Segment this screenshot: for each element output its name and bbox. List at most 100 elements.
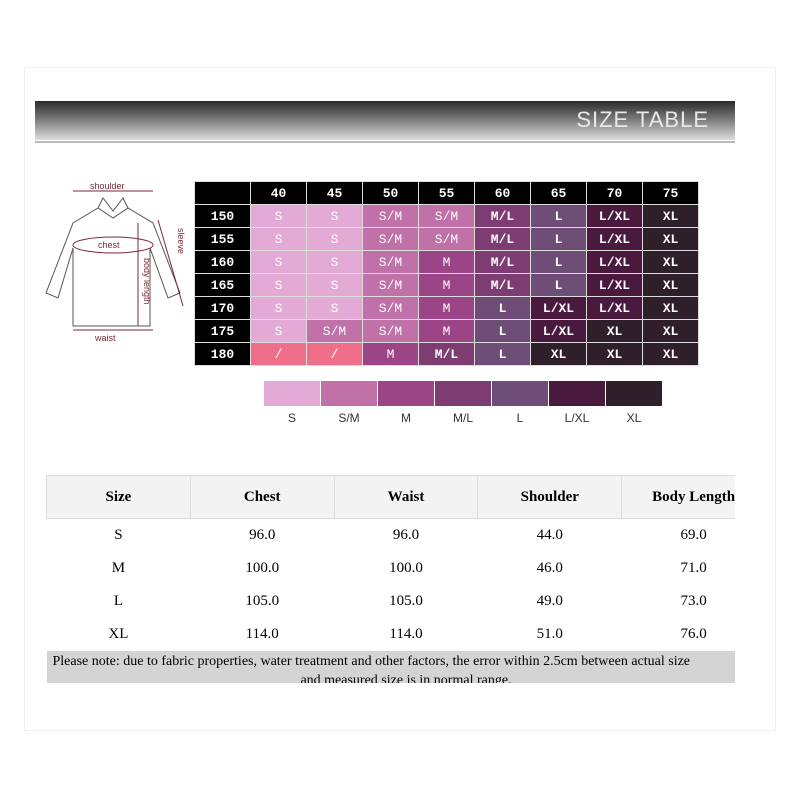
table-cell: 76.0	[680, 626, 707, 642]
note-line: and measured size is in normal range.	[300, 673, 512, 683]
size-cell: S	[250, 273, 307, 297]
note-row: Please note: due to fabric properties, w…	[46, 651, 735, 683]
table-cell: 44.0	[536, 527, 563, 543]
weight-header: 50	[362, 181, 419, 205]
height-label: 180	[194, 342, 251, 366]
size-grid: 40 45 50 55 60 65 70 75 150 S S S/M S/M M/L L L/XL XL 155…	[194, 181, 699, 366]
size-cell: L/XL	[586, 227, 643, 251]
corner-cell	[194, 181, 251, 205]
size-cell: XL	[586, 342, 643, 366]
weight-header: 45	[306, 181, 363, 205]
size-cell: S/M	[362, 296, 419, 320]
size-cell: XL	[530, 342, 587, 366]
table-cell: L	[113, 593, 123, 609]
table-cell: 100.0	[245, 560, 280, 576]
weight-header: 40	[250, 181, 307, 205]
size-cell: M	[418, 273, 475, 297]
table-cell: 100.0	[389, 560, 423, 576]
size-cell: L	[530, 227, 587, 251]
table-row: XL 114.0 114.0 51.0 76.0	[47, 618, 736, 651]
height-label: 150	[194, 204, 251, 228]
table-cell: 71.0	[680, 560, 707, 576]
height-label: 160	[194, 250, 251, 274]
size-cell: L/XL	[586, 273, 643, 297]
label-shoulder: shoulder	[90, 181, 125, 191]
size-cell: S/M	[362, 319, 419, 343]
size-cell: S/M	[362, 273, 419, 297]
legend-label: XL	[626, 411, 642, 425]
table-row: M 100.0 100.0 46.0 71.0	[47, 552, 736, 585]
size-cell: L	[474, 296, 531, 320]
label-chest: chest	[98, 240, 120, 250]
column-header: Body Length	[621, 475, 735, 519]
height-label: 155	[194, 227, 251, 251]
column-header: Chest	[189, 475, 335, 519]
legend-label: L	[516, 411, 524, 425]
table-cell: 46.0	[536, 560, 563, 576]
table-cell: 105.0	[389, 593, 423, 609]
size-cell: S/M	[362, 227, 419, 251]
table-row: L 105.0 105.0 49.0 73.0	[47, 585, 736, 618]
size-cell: M/L	[418, 342, 475, 366]
size-cell: S	[250, 319, 307, 343]
grid-row: 175 S S/M S/M M L L/XL XL XL	[194, 319, 699, 343]
size-cell: L/XL	[586, 296, 643, 320]
weight-header: 70	[586, 181, 643, 205]
legend-swatch	[549, 381, 605, 406]
weight-header: 55	[418, 181, 475, 205]
table-row: S 96.0 96.0 44.0 69.0	[47, 519, 736, 553]
table-cell: 114.0	[245, 626, 279, 642]
table-cell: 69.0	[680, 527, 707, 543]
column-header: Waist	[333, 475, 479, 519]
size-cell: XL	[642, 342, 699, 366]
legend-swatch	[492, 381, 548, 406]
weight-header: 60	[474, 181, 531, 205]
weight-header: 65	[530, 181, 587, 205]
note-line: Please note: due to fabric properties, w…	[52, 654, 691, 669]
height-label: 175	[194, 319, 251, 343]
legend-swatch	[378, 381, 434, 406]
table-cell: 49.0	[536, 593, 563, 609]
size-cell: L/XL	[586, 250, 643, 274]
size-cell: L/XL	[530, 296, 587, 320]
grid-row: 160 S S S/M M M/L L L/XL XL	[194, 250, 699, 274]
note-cell: Please note: due to fabric properties, w…	[46, 651, 735, 683]
size-cell: L	[530, 273, 587, 297]
size-cell: S	[250, 250, 307, 274]
legend-label: M	[401, 411, 411, 425]
size-cell: L/XL	[530, 319, 587, 343]
label-waist: waist	[94, 333, 116, 343]
banner-title: SIZE TABLE	[576, 107, 709, 132]
size-cell: S	[250, 296, 307, 320]
size-cell: XL	[642, 296, 699, 320]
banner: SIZE TABLE	[35, 101, 735, 143]
legend-label: S/M	[338, 411, 360, 425]
table-cell: 96.0	[392, 527, 420, 543]
legend-label: S	[287, 411, 296, 425]
size-cell: S	[250, 204, 307, 228]
table-cell: 105.0	[245, 593, 280, 609]
size-cell: S/M	[306, 319, 363, 343]
size-cell: XL	[586, 319, 643, 343]
size-cell: S	[250, 227, 307, 251]
size-cell: XL	[642, 250, 699, 274]
size-cell: M/L	[474, 250, 531, 274]
legend-label: M/L	[452, 411, 473, 425]
weight-header: 75	[642, 181, 699, 205]
grid-row: 165 S S S/M M M/L L L/XL XL	[194, 273, 699, 297]
size-cell: M	[418, 250, 475, 274]
height-label: 165	[194, 273, 251, 297]
size-cell: L	[530, 250, 587, 274]
size-cell: L	[530, 204, 587, 228]
table-cell: 51.0	[536, 626, 563, 642]
size-cell: S	[306, 227, 363, 251]
table-cell: 114.0	[389, 626, 423, 642]
column-header: Shoulder	[477, 475, 623, 519]
size-cell: S/M	[418, 204, 475, 228]
size-cell: XL	[642, 273, 699, 297]
height-label: 170	[194, 296, 251, 320]
table-cell: XL	[108, 626, 129, 642]
size-cell: L	[474, 342, 531, 366]
legend-swatch	[606, 381, 662, 406]
column-header: Size	[46, 475, 191, 519]
